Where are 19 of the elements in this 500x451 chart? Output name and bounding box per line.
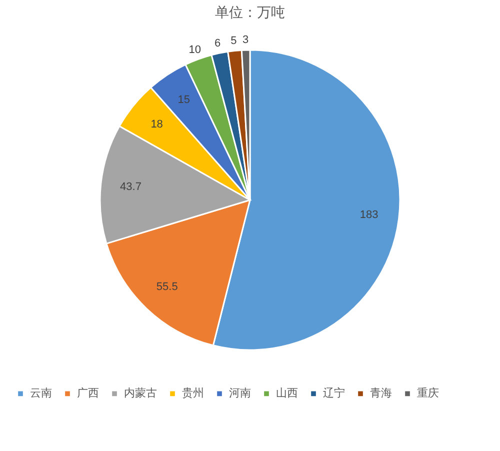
legend-label: 河南 <box>229 386 251 400</box>
data-label: 6 <box>214 37 221 50</box>
data-label: 183 <box>360 208 378 221</box>
data-label: 18 <box>150 118 163 130</box>
legend-label: 辽宁 <box>323 386 345 400</box>
legend-label: 重庆 <box>417 386 439 400</box>
data-label: 10 <box>188 44 201 56</box>
data-label: 43.7 <box>120 180 142 193</box>
legend-label: 山西 <box>276 386 298 400</box>
data-label: 55.5 <box>156 280 178 293</box>
data-label: 15 <box>178 94 190 106</box>
chart-title: 单位：万吨 <box>215 4 285 20</box>
legend-label: 贵州 <box>182 386 204 400</box>
legend-label: 青海 <box>370 386 392 400</box>
data-label: 3 <box>242 34 249 46</box>
data-label: 5 <box>230 34 237 47</box>
legend-label: 内蒙古 <box>124 386 157 400</box>
legend-label: 云南 <box>30 386 52 400</box>
legend-label: 广西 <box>77 386 99 400</box>
